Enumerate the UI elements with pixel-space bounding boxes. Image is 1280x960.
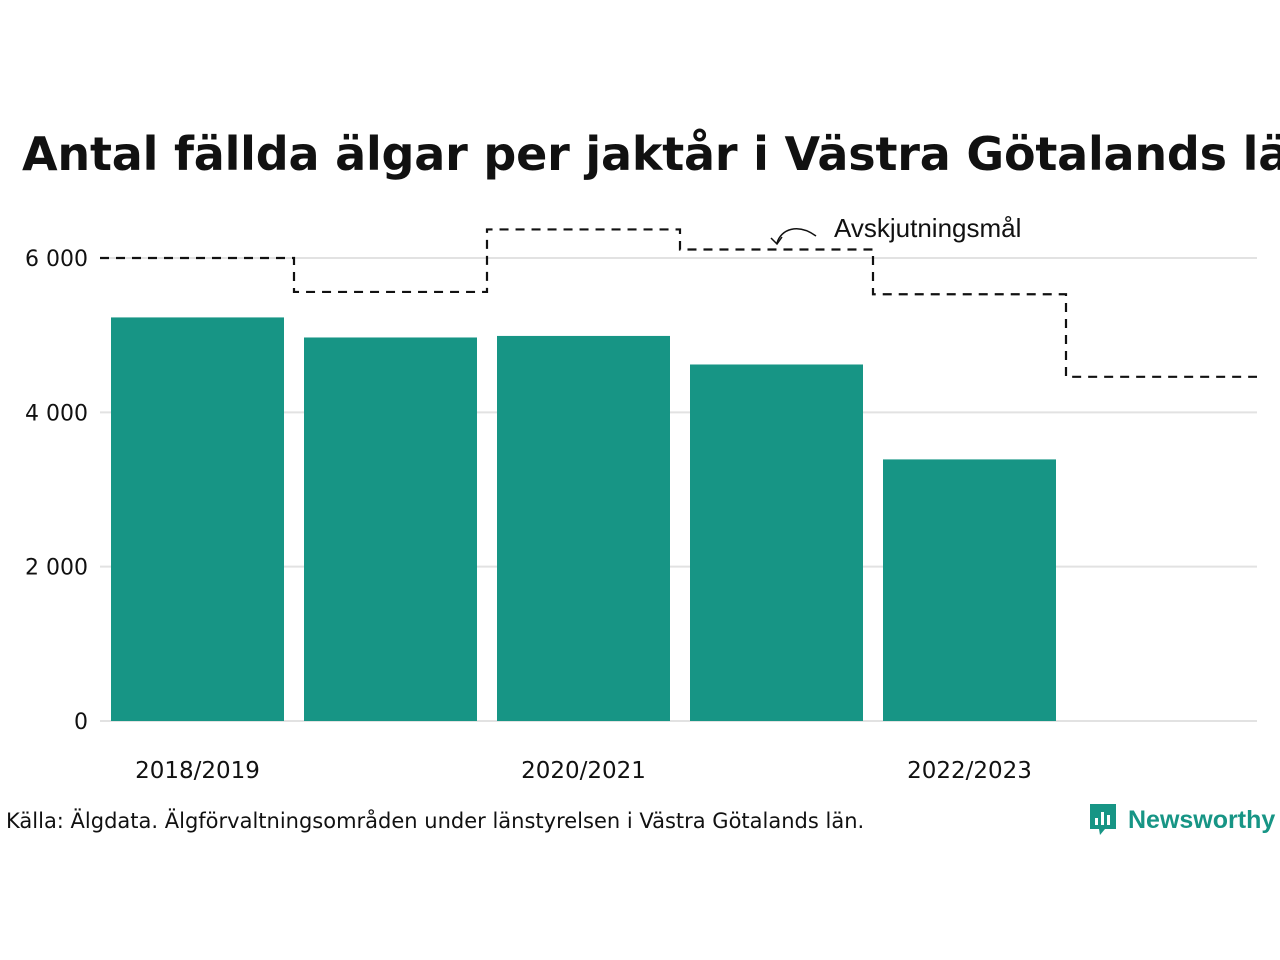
y-tick-label: 4 000 [25,401,88,426]
chart-title: Antal fällda älgar per jaktår i Västra G… [22,127,1280,181]
bar [304,337,477,721]
y-axis-ticks: 0 2 000 4 000 6 000 [25,247,88,735]
source-note: Källa: Älgdata. Älgförvaltningsområden u… [6,809,865,833]
target-label: Avskjutningsmål [834,213,1021,243]
x-tick-label: 2020/2021 [521,758,646,784]
bar [690,364,863,721]
brand-name: Newsworthy [1128,805,1276,834]
bars [111,317,1056,721]
annotation-arrowhead [770,236,783,246]
target-line [100,228,1257,378]
bar [497,335,670,721]
y-tick-label: 6 000 [25,247,88,272]
bar-chart-icon [1090,804,1116,835]
target-annotation: Avskjutningsmål [770,213,1021,246]
bar [883,459,1056,721]
brand-logo[interactable]: Newsworthy [1088,802,1275,838]
x-tick-label: 2018/2019 [135,758,260,784]
y-tick-label: 0 [74,710,88,735]
y-tick-label: 2 000 [25,556,88,581]
bar [111,317,284,721]
target-step-line [100,228,1257,378]
x-tick-label: 2022/2023 [907,758,1032,784]
annotation-arrow [776,228,817,244]
x-axis-ticks: 2018/2019 2020/2021 2022/2023 [135,758,1032,784]
